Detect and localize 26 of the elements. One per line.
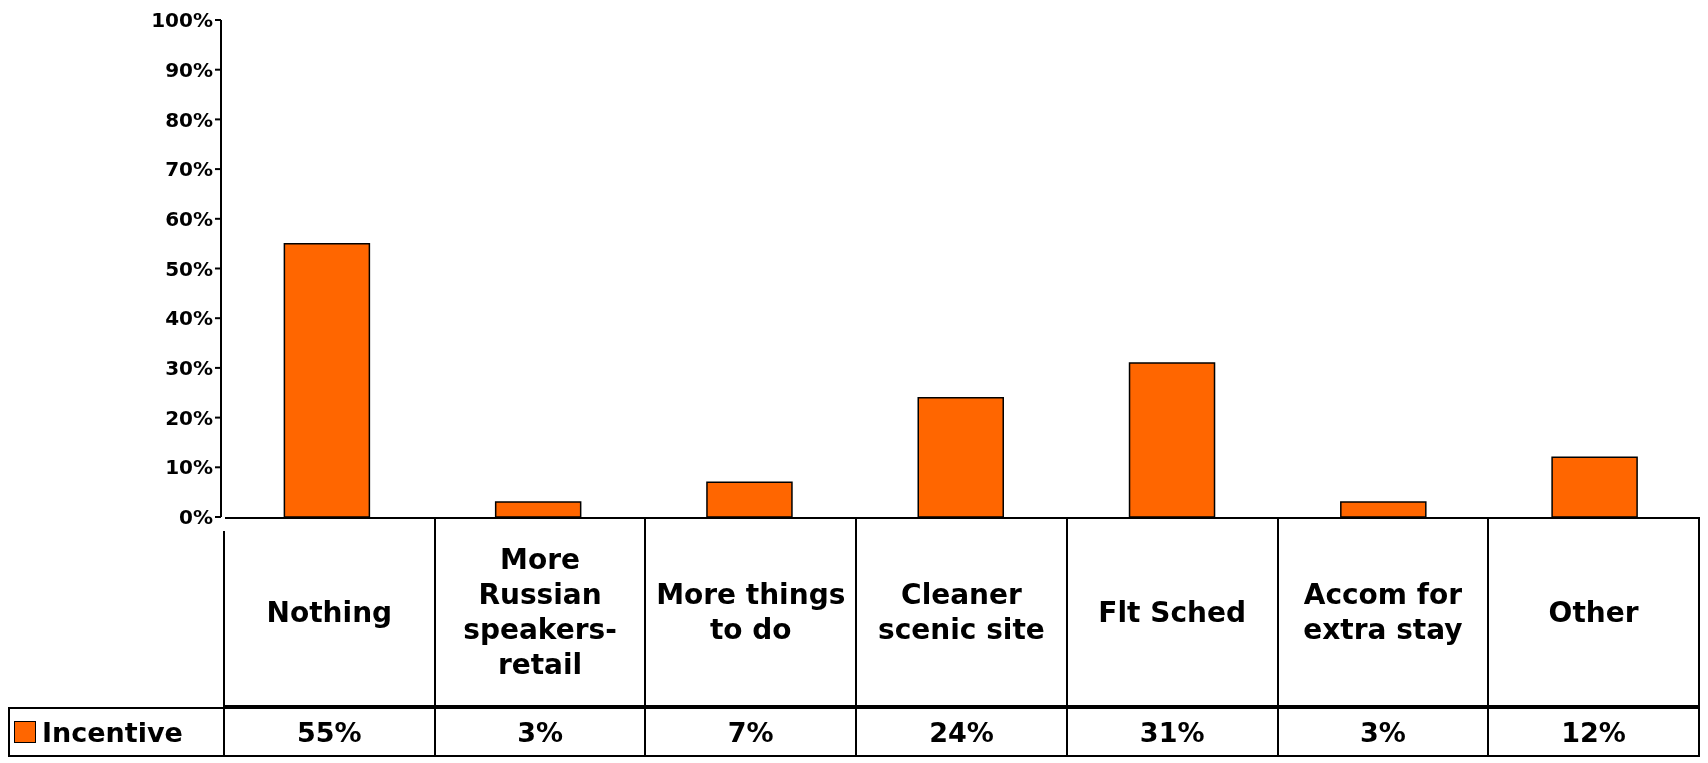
y-tick-label: 100% [151,8,213,33]
y-tick-label: 50% [165,256,213,281]
y-tick-label: 40% [165,306,213,331]
y-tick-label: 0% [179,505,213,530]
data-label: 55% [225,707,436,757]
data-label: 31% [1067,707,1279,757]
y-tick-label: 80% [165,107,213,132]
y-tick-label: 20% [165,405,213,430]
y-tick-label: 70% [165,157,213,182]
legend-label: Incentive [8,707,225,757]
data-label: 3% [435,707,647,757]
data-label: 24% [857,707,1068,757]
x-tick-label: Accom for extra stay [1278,517,1490,707]
x-tick-label: More Russian speakers-retail [435,517,647,707]
x-tick-label: Nothing [225,517,436,707]
x-tick-label: Other [1489,517,1700,707]
x-tick-label: Cleaner scenic site [857,517,1068,707]
x-tick-label: More things to do [646,517,858,707]
y-tick-label: 10% [165,455,213,480]
x-tick-label: Flt Sched [1067,517,1279,707]
y-tick-label: 60% [165,206,213,231]
y-tick-label: 90% [165,57,213,82]
y-tick-label: 30% [165,356,213,380]
data-label: 12% [1489,707,1700,757]
data-label: 7% [646,707,858,757]
data-label: 3% [1278,707,1490,757]
